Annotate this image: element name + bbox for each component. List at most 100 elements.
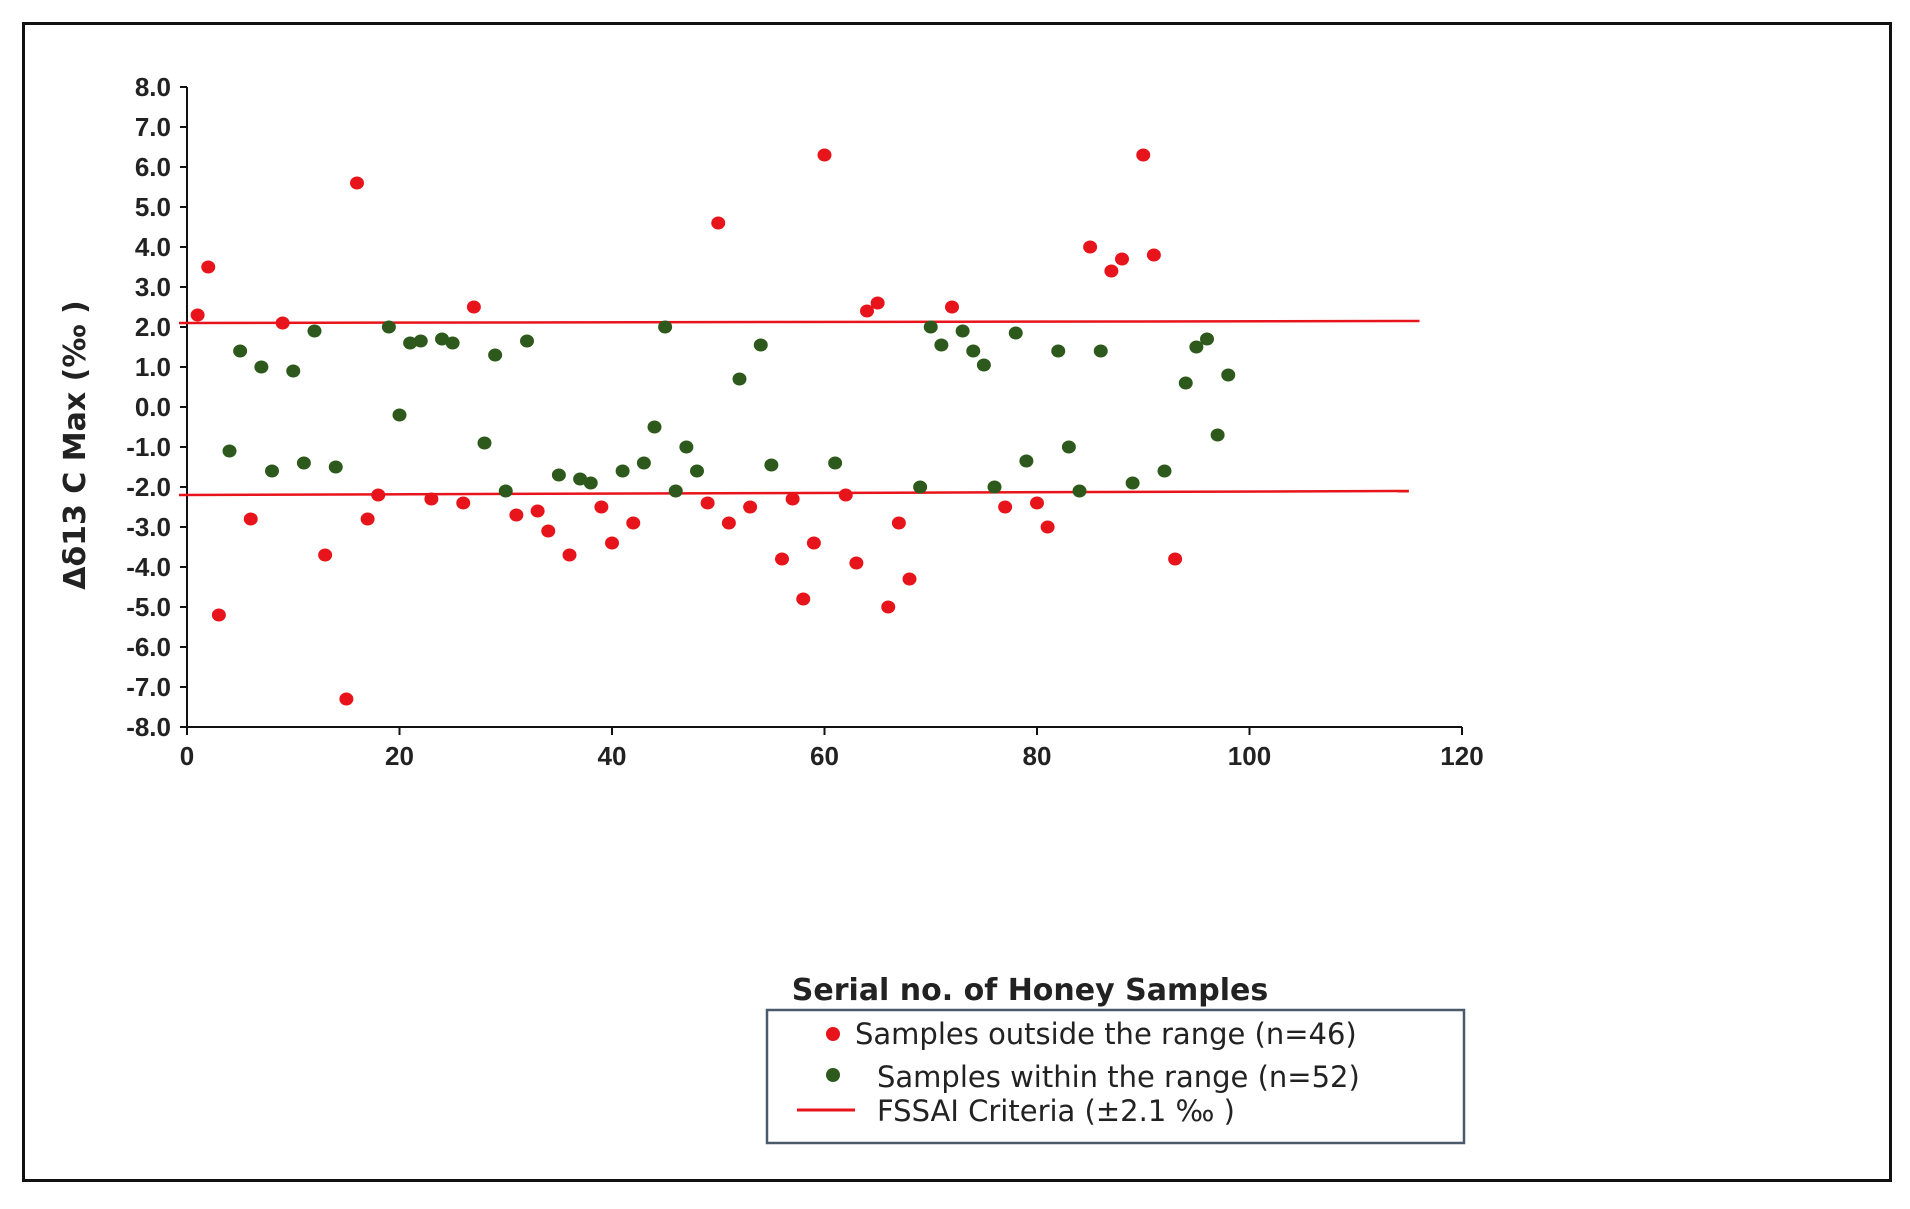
point-within-range [1178, 376, 1193, 390]
point-outside-range [594, 500, 609, 514]
point-outside-range [743, 500, 758, 514]
point-outside-range [998, 500, 1013, 514]
point-within-range [1157, 464, 1172, 478]
point-within-range [286, 364, 301, 378]
y-tick-label: -2.0 [126, 472, 171, 502]
y-tick-label: 8.0 [135, 72, 171, 102]
x-tick-label: 0 [180, 741, 194, 771]
legend-label-outside: Samples outside the range (n=46) [855, 1017, 1357, 1051]
point-within-range [583, 476, 598, 490]
axes [186, 87, 1462, 728]
point-outside-range [902, 572, 917, 586]
point-outside-range [1104, 264, 1119, 278]
point-within-range [1221, 368, 1236, 382]
point-within-range [296, 456, 311, 470]
point-outside-range [775, 552, 789, 566]
point-outside-range [796, 592, 811, 606]
point-outside-range [201, 260, 216, 274]
point-within-range [987, 480, 1002, 494]
point-within-range [828, 456, 843, 470]
point-outside-range [891, 516, 906, 530]
point-within-range [1189, 340, 1204, 354]
point-outside-range [1115, 252, 1129, 266]
point-within-range [636, 456, 651, 470]
point-within-range [413, 334, 428, 348]
x-tick-label: 80 [1023, 741, 1052, 771]
y-axis-title: Δδ13 C Max (‰ ) [58, 300, 93, 589]
figure-frame: 8.0 7.0 6.0 5.0 4.0 3.0 2.0 1.0 0.0 -1.0 -2.0 -3.0 -… [22, 22, 1892, 1182]
point-outside-range [721, 516, 736, 530]
y-tick-label: 6.0 [135, 152, 171, 182]
x-tick-label: 100 [1228, 741, 1271, 771]
point-outside-range [1030, 496, 1044, 510]
point-within-range [923, 320, 938, 334]
legend: Samples outside the range (n=46) Samples… [765, 1008, 1466, 1145]
y-tick-label: 1.0 [135, 352, 171, 382]
point-outside-range [860, 304, 874, 318]
y-tick-label: 3.0 [135, 272, 171, 302]
y-axis-ticks: 8.0 7.0 6.0 5.0 4.0 3.0 2.0 1.0 0.0 -1.0 -2.0 -3.0 -… [126, 72, 187, 742]
point-outside-range [466, 300, 481, 314]
point-outside-range [711, 216, 726, 230]
point-within-range [233, 344, 248, 358]
point-outside-range [318, 548, 333, 562]
point-within-range [679, 440, 694, 454]
y-tick-label: 4.0 [135, 232, 171, 262]
point-outside-range [870, 296, 885, 310]
point-outside-range [881, 600, 896, 614]
y-tick-label: 2.0 [135, 312, 171, 342]
point-within-range [254, 360, 269, 374]
point-outside-range [211, 608, 226, 622]
point-outside-range [339, 692, 354, 706]
point-outside-range [350, 176, 364, 190]
point-outside-range [1040, 520, 1055, 534]
point-within-range [1093, 344, 1108, 358]
point-within-range [1061, 440, 1076, 454]
point-within-range [753, 338, 768, 352]
point-outside-range [562, 548, 577, 562]
point-outside-range [1146, 248, 1161, 262]
y-tick-label: -5.0 [126, 592, 171, 622]
point-within-range [955, 324, 970, 338]
point-within-range [913, 480, 928, 494]
legend-marker-within [826, 1068, 840, 1082]
point-within-range [403, 336, 418, 350]
legend-marker-outside [826, 1027, 840, 1041]
y-tick-label: -4.0 [126, 552, 171, 582]
point-within-range [668, 484, 683, 498]
point-within-range [551, 468, 566, 482]
criteria-line-upper [178, 319, 1420, 325]
y-tick-label: -1.0 [126, 432, 171, 462]
point-outside-range [806, 536, 821, 550]
point-within-range [392, 408, 407, 422]
y-tick-label: 0.0 [135, 392, 171, 422]
point-within-range [498, 484, 513, 498]
x-tick-label: 20 [385, 741, 414, 771]
point-within-range [1008, 326, 1023, 340]
scatter-chart: 8.0 7.0 6.0 5.0 4.0 3.0 2.0 1.0 0.0 -1.0 -2.0 -3.0 -… [58, 72, 1484, 1145]
point-within-range [445, 336, 460, 350]
legend-label-within: Samples within the range (n=52) [877, 1060, 1360, 1094]
point-within-range [934, 338, 949, 352]
point-outside-range [605, 536, 619, 550]
point-within-range [307, 324, 322, 338]
point-within-range [222, 444, 237, 458]
point-outside-range [626, 516, 641, 530]
point-outside-range [456, 496, 471, 510]
point-within-range [477, 436, 492, 450]
point-within-range [520, 334, 534, 348]
point-within-range [1051, 344, 1066, 358]
point-within-range [1125, 476, 1140, 490]
point-within-range [966, 344, 981, 358]
legend-box [765, 1008, 1466, 1145]
point-within-range [381, 320, 396, 334]
point-outside-range [945, 300, 959, 314]
point-within-range [1210, 428, 1225, 442]
y-tick-label: -8.0 [126, 712, 171, 742]
x-axis-ticks: 0 20 40 60 80 100 120 [180, 727, 1484, 771]
y-tick-label: 5.0 [135, 192, 171, 222]
point-within-range [658, 320, 673, 334]
point-within-range [976, 358, 991, 372]
point-within-range [1019, 454, 1034, 468]
fssai-criteria-lines [178, 319, 1420, 497]
